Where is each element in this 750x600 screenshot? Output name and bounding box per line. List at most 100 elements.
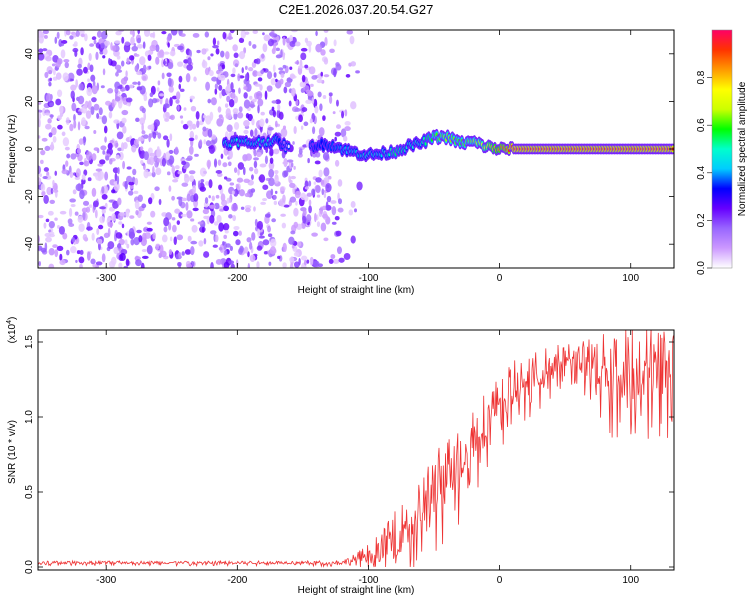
noise-speckle: [121, 117, 127, 124]
noise-speckle: [175, 99, 180, 104]
noise-speckle: [56, 89, 63, 98]
noise-speckle: [64, 61, 69, 69]
noise-speckle: [89, 64, 94, 73]
noise-speckle: [253, 206, 256, 212]
noise-speckle: [242, 166, 246, 176]
noise-speckle: [96, 30, 102, 38]
noise-speckle: [155, 56, 160, 65]
noise-speckle: [256, 90, 263, 100]
noise-speckle: [131, 144, 137, 153]
noise-speckle: [55, 72, 62, 80]
noise-speckle: [168, 249, 173, 255]
noise-speckle: [57, 124, 63, 130]
noise-speckle: [38, 177, 42, 186]
noise-speckle: [249, 129, 254, 137]
noise-speckle: [107, 221, 114, 228]
noise-speckle: [146, 227, 153, 232]
noise-speckle: [328, 258, 334, 264]
noise-speckle: [203, 215, 209, 220]
noise-speckle: [155, 44, 160, 53]
noise-speckle: [96, 228, 100, 236]
noise-speckle: [215, 48, 220, 55]
noise-speckle: [186, 263, 193, 268]
noise-speckle: [159, 244, 164, 254]
noise-speckle: [187, 57, 192, 65]
noise-speckle: [178, 211, 183, 219]
noise-speckle: [335, 230, 342, 237]
noise-speckle: [206, 159, 212, 169]
noise-speckle: [121, 36, 125, 44]
noise-speckle: [322, 94, 327, 99]
noise-speckle: [241, 67, 244, 74]
noise-speckle: [176, 234, 184, 241]
noise-speckle: [189, 95, 195, 100]
noise-speckle: [155, 167, 162, 176]
noise-speckle: [340, 128, 347, 138]
noise-speckle: [334, 131, 342, 137]
noise-speckle: [264, 155, 268, 165]
noise-speckle: [163, 51, 170, 55]
noise-speckle: [38, 52, 45, 61]
noise-speckle: [274, 190, 278, 194]
noise-speckle: [129, 84, 134, 89]
noise-speckle: [211, 76, 218, 82]
noise-speckle: [49, 77, 53, 82]
noise-speckle: [54, 217, 58, 221]
noise-speckle: [196, 120, 200, 128]
noise-speckle: [54, 36, 58, 44]
noise-speckle: [323, 30, 329, 33]
snr-x-ticks: -300 -200 -100 0 100: [96, 330, 640, 586]
noise-speckle: [255, 58, 261, 65]
noise-speckle: [271, 100, 277, 104]
noise-speckle: [67, 218, 73, 225]
noise-speckle: [243, 119, 250, 127]
noise-speckle: [283, 86, 288, 94]
noise-speckle: [38, 261, 42, 267]
noise-speckle: [62, 72, 69, 82]
noise-speckle: [320, 49, 326, 56]
noise-speckle: [167, 61, 174, 70]
noise-speckle: [209, 204, 216, 209]
noise-speckle: [296, 191, 301, 196]
noise-speckle: [104, 171, 109, 181]
noise-speckle: [231, 203, 238, 212]
noise-speckle: [115, 154, 120, 160]
noise-speckle: [38, 112, 42, 120]
noise-speckle: [76, 68, 83, 76]
noise-speckle: [204, 197, 209, 204]
noise-speckle: [263, 251, 268, 255]
noise-speckle: [188, 145, 194, 155]
noise-speckle: [152, 131, 157, 139]
noise-speckle: [126, 57, 130, 64]
noise-speckle: [201, 48, 207, 55]
noise-speckle: [243, 86, 248, 91]
noise-speckle: [283, 170, 289, 177]
noise-speckle: [257, 228, 261, 238]
noise-speckle: [259, 132, 263, 137]
noise-speckle: [250, 188, 256, 193]
noise-speckle: [133, 236, 140, 246]
noise-speckle: [230, 92, 236, 99]
noise-speckle: [158, 93, 165, 97]
noise-speckle: [280, 72, 285, 78]
noise-speckle: [313, 181, 317, 185]
noise-speckle: [78, 223, 85, 232]
noise-speckle: [214, 83, 218, 90]
noise-speckle: [344, 126, 351, 132]
noise-speckle: [50, 187, 54, 195]
noise-speckle: [71, 237, 76, 243]
noise-speckle: [143, 94, 148, 102]
noise-speckle: [116, 69, 123, 73]
noise-speckle: [183, 107, 187, 111]
noise-speckle: [249, 95, 253, 100]
noise-speckle: [177, 104, 180, 111]
noise-speckle: [256, 220, 264, 231]
noise-speckle: [299, 81, 306, 88]
noise-speckle: [203, 237, 207, 245]
noise-speckle: [177, 170, 182, 175]
noise-speckle: [114, 86, 119, 94]
noise-speckle: [165, 151, 171, 161]
noise-speckle: [99, 159, 106, 165]
noise-speckle: [52, 136, 57, 143]
noise-speckle: [61, 131, 66, 137]
